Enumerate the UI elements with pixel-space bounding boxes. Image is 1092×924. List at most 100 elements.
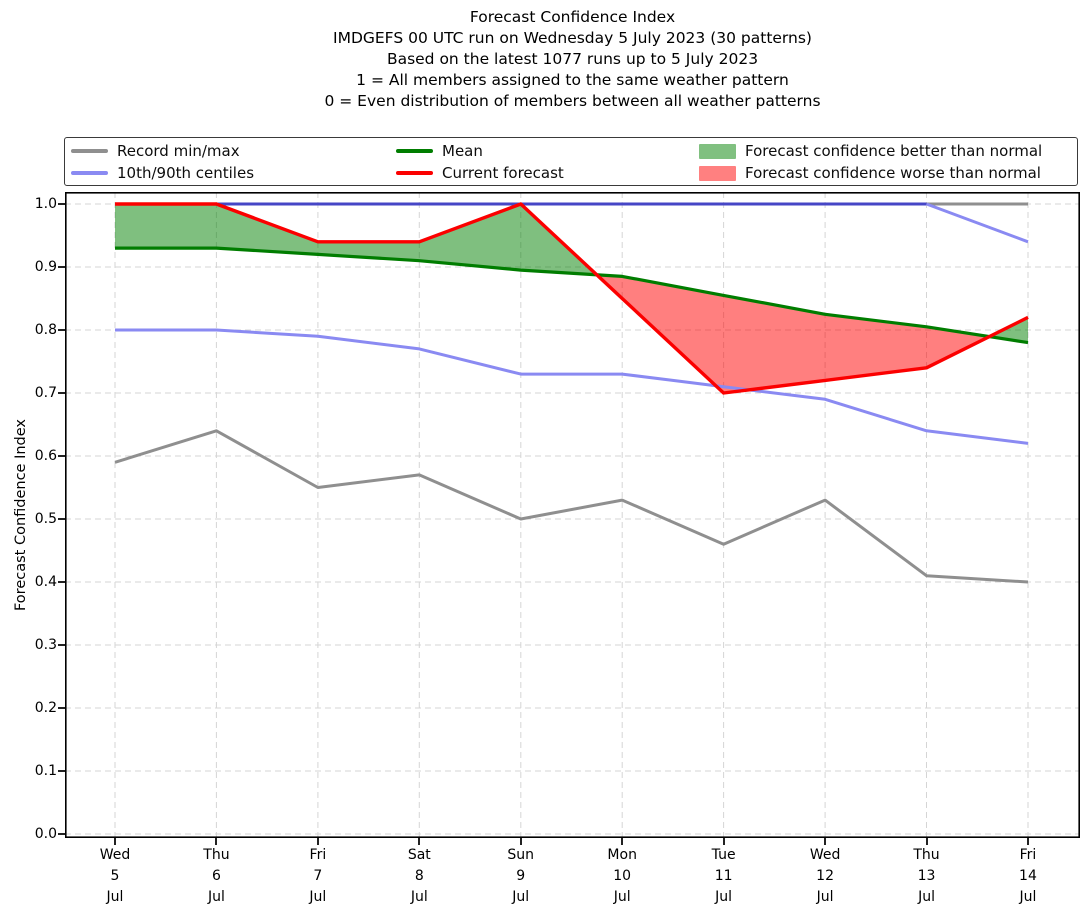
x-tick-label: Thu6Jul: [176, 845, 256, 908]
x-tick-line: Tue: [684, 845, 764, 866]
x-tick-line: Jul: [278, 887, 358, 908]
y-tick-mark: [58, 518, 65, 520]
legend-entry: Forecast confidence better than normal: [699, 140, 1042, 162]
x-tick-label: Fri14Jul: [988, 845, 1068, 908]
series-90th-centile-line: [927, 204, 1029, 242]
legend-label: Mean: [442, 140, 483, 162]
x-tick-line: 14: [988, 866, 1068, 887]
y-tick-mark: [58, 203, 65, 205]
fill-confidence-worse: [597, 275, 990, 393]
x-tick-label: Mon10Jul: [582, 845, 662, 908]
y-tick-label: 1.0: [17, 194, 57, 214]
x-tick-line: Jul: [582, 887, 662, 908]
y-tick-label: 0.6: [17, 446, 57, 466]
legend-patch-swatch: [699, 144, 736, 159]
y-tick-mark: [58, 581, 65, 583]
legend-line-swatch: [396, 171, 433, 175]
x-tick-line: Sun: [481, 845, 561, 866]
legend-label: Forecast confidence worse than normal: [745, 162, 1041, 184]
x-tick-label: Sun9Jul: [481, 845, 561, 908]
legend-label: Forecast confidence better than normal: [745, 140, 1042, 162]
x-tick-line: Wed: [785, 845, 865, 866]
series-record-min-line: [115, 431, 1028, 582]
figure: Forecast Confidence IndexIMDGEFS 00 UTC …: [0, 0, 1092, 924]
y-tick-mark: [58, 770, 65, 772]
plot-border: [66, 193, 1079, 837]
x-tick-mark: [317, 838, 319, 845]
x-tick-line: 8: [379, 866, 459, 887]
title-line-2: IMDGEFS 00 UTC run on Wednesday 5 July 2…: [65, 28, 1080, 49]
x-tick-line: Thu: [176, 845, 256, 866]
y-tick-mark: [58, 833, 65, 835]
x-tick-line: Jul: [684, 887, 764, 908]
x-tick-line: Jul: [379, 887, 459, 908]
x-tick-label: Wed12Jul: [785, 845, 865, 908]
x-tick-line: Mon: [582, 845, 662, 866]
y-tick-label: 0.5: [17, 509, 57, 529]
y-tick-label: 0.9: [17, 257, 57, 277]
x-tick-line: 9: [481, 866, 561, 887]
x-tick-line: 13: [887, 866, 967, 887]
x-tick-line: Thu: [887, 845, 967, 866]
x-tick-line: Jul: [481, 887, 561, 908]
legend-patch-swatch: [699, 166, 736, 181]
x-tick-mark: [1027, 838, 1029, 845]
y-tick-label: 0.4: [17, 572, 57, 592]
x-tick-line: Jul: [785, 887, 865, 908]
y-tick-label: 0.1: [17, 761, 57, 781]
legend-entry: Record min/max: [71, 140, 240, 162]
chart-title: Forecast Confidence IndexIMDGEFS 00 UTC …: [65, 7, 1080, 112]
legend: Record min/max10th/90th centiles MeanCurr…: [64, 137, 1078, 186]
legend-label: Current forecast: [442, 162, 564, 184]
x-tick-mark: [621, 838, 623, 845]
x-tick-mark: [926, 838, 928, 845]
legend-line-swatch: [396, 149, 433, 153]
x-tick-line: Sat: [379, 845, 459, 866]
x-tick-line: Fri: [988, 845, 1068, 866]
legend-label: 10th/90th centiles: [117, 162, 254, 184]
y-tick-mark: [58, 644, 65, 646]
x-tick-line: Fri: [278, 845, 358, 866]
x-tick-mark: [114, 838, 116, 845]
x-tick-mark: [520, 838, 522, 845]
x-tick-label: Wed5Jul: [75, 845, 155, 908]
fill-confidence-better: [115, 204, 597, 275]
y-tick-mark: [58, 266, 65, 268]
x-tick-line: 10: [582, 866, 662, 887]
title-line-5: 0 = Even distribution of members between…: [65, 91, 1080, 112]
chart-canvas: [65, 192, 1080, 838]
legend-entry: Mean: [396, 140, 483, 162]
x-tick-line: 7: [278, 866, 358, 887]
x-tick-label: Fri7Jul: [278, 845, 358, 908]
title-line-4: 1 = All members assigned to the same wea…: [65, 70, 1080, 91]
title-line-3: Based on the latest 1077 runs up to 5 Ju…: [65, 49, 1080, 70]
y-tick-label: 0.2: [17, 698, 57, 718]
x-tick-line: 11: [684, 866, 764, 887]
y-tick-mark: [58, 455, 65, 457]
x-tick-line: 6: [176, 866, 256, 887]
x-tick-mark: [723, 838, 725, 845]
legend-entry: Current forecast: [396, 162, 564, 184]
x-tick-line: Jul: [887, 887, 967, 908]
legend-line-swatch: [71, 171, 108, 175]
title-line-1: Forecast Confidence Index: [65, 7, 1080, 28]
legend-label: Record min/max: [117, 140, 240, 162]
y-tick-mark: [58, 392, 65, 394]
x-tick-label: Sat8Jul: [379, 845, 459, 908]
y-tick-mark: [58, 329, 65, 331]
x-tick-line: Wed: [75, 845, 155, 866]
legend-entry: Forecast confidence worse than normal: [699, 162, 1041, 184]
y-tick-label: 0.8: [17, 320, 57, 340]
legend-line-swatch: [71, 149, 108, 153]
x-tick-mark: [418, 838, 420, 845]
y-tick-label: 0.0: [17, 824, 57, 844]
x-tick-line: 5: [75, 866, 155, 887]
y-tick-label: 0.7: [17, 383, 57, 403]
x-tick-label: Tue11Jul: [684, 845, 764, 908]
x-tick-line: Jul: [176, 887, 256, 908]
x-tick-mark: [824, 838, 826, 845]
x-tick-line: Jul: [988, 887, 1068, 908]
x-tick-line: Jul: [75, 887, 155, 908]
x-tick-label: Thu13Jul: [887, 845, 967, 908]
legend-entry: 10th/90th centiles: [71, 162, 254, 184]
